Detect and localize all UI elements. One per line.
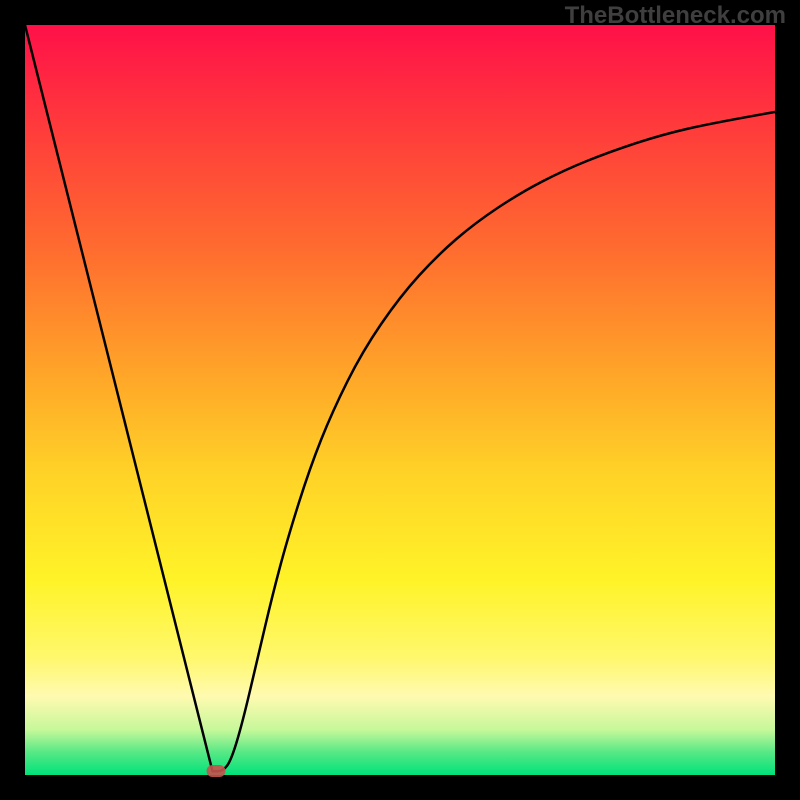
plot-svg	[25, 25, 775, 775]
plot-area	[25, 25, 775, 775]
chart-stage: TheBottleneck.com	[0, 0, 800, 800]
minimum-marker	[207, 765, 226, 777]
gradient-background	[25, 25, 775, 775]
watermark-text: TheBottleneck.com	[565, 2, 786, 30]
